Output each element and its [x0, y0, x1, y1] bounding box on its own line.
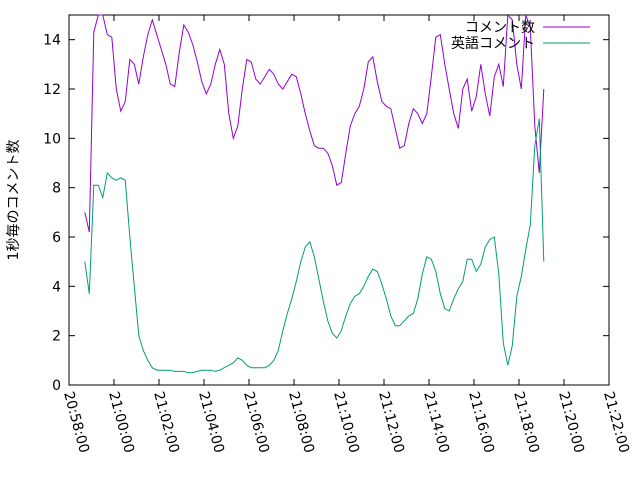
series-line-2	[84, 118, 545, 374]
series-line-1	[84, 13, 545, 233]
x-tick-label: 21:20:00	[555, 390, 587, 455]
x-tick-label: 21:04:00	[195, 390, 227, 455]
x-tick-label: 21:02:00	[150, 390, 182, 455]
y-tick-label: 8	[52, 181, 61, 197]
y-tick-label: 12	[43, 82, 61, 98]
y-tick-label: 0	[52, 378, 61, 394]
legend-label-1: コメント数	[465, 20, 535, 36]
x-tick-label: 21:12:00	[375, 390, 407, 455]
series-lines	[84, 13, 545, 374]
x-tick-label: 21:10:00	[330, 390, 362, 455]
y-tick-label: 6	[52, 230, 61, 246]
y-tick-label: 14	[43, 33, 61, 49]
x-tick-label: 21:06:00	[240, 390, 272, 455]
plot-frame	[68, 14, 610, 386]
y-axis-ticks: 0 2 4 6 8 10 12 14	[43, 33, 609, 394]
x-axis-ticks: 20:58:00 21:00:00 21:02:00 21:04:00 21:06:00…	[60, 15, 632, 455]
x-tick-label: 21:08:00	[285, 390, 317, 455]
x-tick-label: 21:18:00	[510, 390, 542, 455]
x-tick-label: 21:22:00	[600, 390, 632, 455]
y-tick-label: 4	[52, 279, 61, 295]
x-tick-label: 21:00:00	[105, 390, 137, 455]
y-axis-label: 1秒毎のコメント数	[6, 140, 22, 261]
y-tick-label: 10	[43, 131, 61, 147]
legend-label-2: 英語コメント	[451, 35, 535, 52]
x-tick-label: 21:16:00	[465, 390, 497, 455]
x-tick-label: 20:58:00	[60, 390, 92, 455]
x-tick-label: 21:14:00	[420, 390, 452, 455]
y-tick-label: 2	[52, 329, 61, 345]
